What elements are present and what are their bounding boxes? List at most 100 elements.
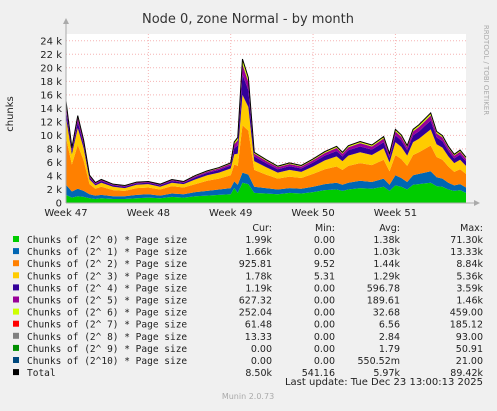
y-tick-label: 4 k [47, 171, 63, 182]
legend-cur: 925.81 [239, 259, 272, 270]
munin-version: Munin 2.0.73 [222, 392, 274, 401]
y-axis-label: chunks [5, 96, 16, 132]
legend-avg: 32.68 [373, 308, 400, 319]
legend-swatch [13, 284, 19, 291]
y-tick-label: 22 k [40, 50, 62, 61]
x-tick-label: Week 49 [209, 208, 252, 219]
total-line [65, 58, 467, 187]
legend-avg: 1.38k [373, 235, 400, 246]
y-tick-label: 20 k [40, 63, 62, 74]
legend-label: Chunks of (2^ 5) * Page size [27, 296, 187, 307]
x-axis-arrow [474, 200, 480, 206]
legend-min: 0.00 [314, 235, 335, 246]
legend-header-avg: Avg: [379, 223, 400, 234]
legend-label: Total [27, 368, 56, 379]
legend-avg: 189.61 [367, 296, 400, 307]
legend-max: 93.00 [456, 332, 483, 343]
legend-min: 0.00 [314, 296, 335, 307]
y-tick-label: 14 k [40, 104, 62, 115]
legend-cur: 0.00 [251, 344, 272, 355]
legend-label: Chunks of (2^ 7) * Page size [27, 320, 187, 331]
rrdtool-credit: RRDTOOL / TOBI OETIKER [482, 25, 490, 115]
legend-label: Chunks of (2^ 0) * Page size [27, 235, 187, 246]
legend-cur: 8.50k [245, 368, 272, 379]
legend-label: Chunks of (2^ 1) * Page size [27, 247, 187, 258]
legend-max: 89.42k [450, 368, 483, 379]
legend-cur: 1.19k [245, 283, 272, 294]
legend-min: 0.00 [314, 320, 335, 331]
legend-swatch [13, 320, 19, 327]
legend-avg: 1.03k [373, 247, 400, 258]
legend-swatch [13, 236, 19, 242]
legend-label: Chunks of (2^10) * Page size [27, 356, 187, 367]
legend-header-cur: Cur: [252, 223, 272, 234]
series-area [66, 94, 466, 191]
legend-min: 0.00 [314, 344, 335, 355]
legend-label: Chunks of (2^ 3) * Page size [27, 271, 187, 282]
y-axis-arrow [63, 18, 69, 24]
y-tick-label: 2 k [47, 185, 63, 196]
legend-avg: 5.97k [373, 368, 400, 379]
legend-label: Chunks of (2^ 8) * Page size [27, 332, 187, 343]
legend-avg: 2.84 [379, 332, 400, 343]
y-tick-label: 6 k [47, 158, 63, 169]
legend-max: 8.84k [456, 259, 483, 270]
legend-swatch [13, 344, 19, 351]
legend-max: 185.12 [450, 320, 483, 331]
legend-avg: 550.52m [358, 356, 401, 367]
legend-min: 0.00 [314, 356, 335, 367]
legend: Cur: Min: Avg: Max: Chunks of (2^ 0) * Page … [13, 223, 483, 379]
legend-label: Chunks of (2^ 6) * Page size [27, 308, 187, 319]
x-tick-label: Week 48 [127, 208, 170, 219]
x-tick-label: Week 47 [44, 208, 87, 219]
legend-max: 459.00 [450, 308, 483, 319]
legend-min: 9.52 [314, 259, 335, 270]
legend-swatch [13, 248, 19, 255]
legend-cur: 0.00 [251, 356, 272, 367]
legend-min: 5.31 [314, 271, 335, 282]
legend-avg: 1.44k [373, 259, 400, 270]
series-area [66, 64, 466, 187]
legend-avg: 6.56 [379, 320, 400, 331]
legend-min: 0.00 [314, 283, 335, 294]
legend-cur: 252.04 [239, 308, 272, 319]
legend-avg: 1.79 [379, 344, 400, 355]
y-tick-label: 10 k [40, 131, 62, 142]
legend-cur: 13.33 [245, 332, 272, 343]
legend-swatch [13, 357, 19, 363]
legend-avg: 1.29k [373, 271, 400, 282]
y-tick-label: 16 k [40, 90, 62, 101]
legend-max: 50.91 [456, 344, 483, 355]
legend-min: 0.00 [314, 332, 335, 343]
legend-swatch [13, 260, 19, 267]
x-tick-label: Week 50 [291, 208, 334, 219]
legend-cur: 627.32 [239, 296, 272, 307]
y-tick-label: 18 k [40, 77, 62, 88]
legend-max: 1.46k [456, 296, 483, 307]
legend-max: 21.00 [456, 356, 483, 367]
legend-cur: 1.78k [245, 271, 272, 282]
series-area [66, 74, 466, 189]
series-area [66, 182, 466, 203]
y-tick-label: 24 k [40, 36, 62, 47]
series-area [66, 125, 466, 197]
x-tick-label: Week 51 [374, 208, 417, 219]
y-tick-label: 8 k [47, 144, 63, 155]
legend-label: Chunks of (2^ 9) * Page size [27, 344, 187, 355]
plot-area: 0 2 k 4 k 6 k 8 k 10 k 12 k 14 k 16 k 18 k 20 k 22 … [40, 18, 480, 219]
y-tick-label: 0 [56, 199, 62, 210]
legend-avg: 596.78 [367, 283, 400, 294]
legend-header-min: Min: [315, 223, 335, 234]
last-update: Last update: Tue Dec 23 13:00:13 2025 [285, 377, 483, 388]
legend-swatch [13, 369, 19, 376]
legend-min: 0.00 [314, 308, 335, 319]
legend-max: 3.59k [456, 283, 483, 294]
legend-max: 5.36k [456, 271, 483, 282]
series-area [66, 171, 466, 199]
y-tick-label: 12 k [40, 117, 62, 128]
legend-label: Chunks of (2^ 2) * Page size [27, 259, 187, 270]
legend-label: Chunks of (2^ 4) * Page size [27, 283, 187, 294]
legend-max: 13.33k [450, 247, 483, 258]
